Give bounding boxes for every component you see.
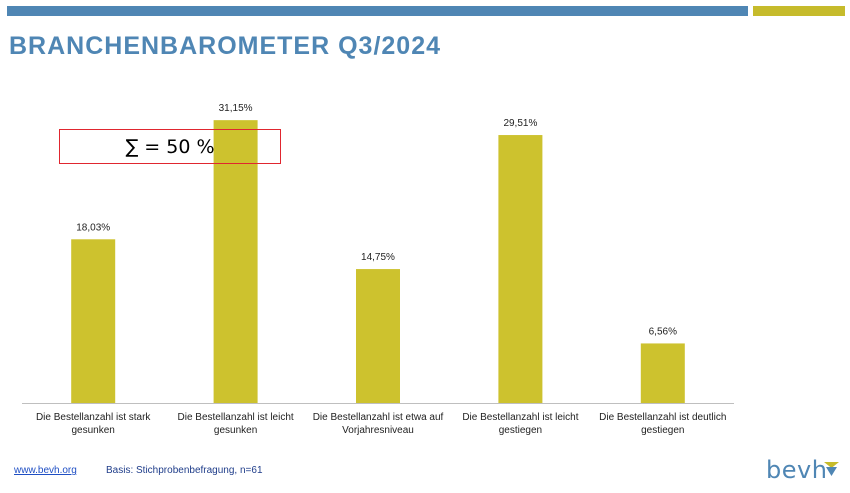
category-label: gestiegen [641,425,684,436]
top-accent-bar-blue [7,6,748,16]
bar [498,135,543,403]
bevh-logo: bevh [766,456,846,488]
footer-basis-note: Basis: Stichprobenbefragung, n=61 [106,465,263,476]
category-label: Die Bestellanzahl ist stark [36,412,151,423]
data-label: 29,51% [503,118,537,129]
website-link[interactable]: www.bevh.org [14,465,77,476]
logo-text: bevh [766,456,828,484]
category-label: Vorjahresniveau [342,425,414,436]
data-label: 14,75% [361,252,395,263]
category-label: Die Bestellanzahl ist leicht [178,412,294,423]
bar [640,343,685,403]
bar [356,269,400,403]
category-label: Die Bestellanzahl ist etwa auf [313,412,444,423]
top-accent-bar-olive [753,6,845,16]
category-label: Die Bestellanzahl ist deutlich [599,412,726,423]
sum-annotation-box: ∑ = 50 % [59,129,281,164]
category-label: gesunken [214,425,257,436]
data-label: 18,03% [76,222,110,233]
category-label: gesunken [72,425,115,436]
data-label: 6,56% [649,326,677,337]
bevh-chevron-logo-icon [824,462,839,476]
sum-annotation-text: ∑ = 50 % [125,135,215,158]
bar [213,120,258,404]
page-title: BRANCHENBAROMETER Q3/2024 [9,32,442,60]
category-label: gestiegen [499,425,542,436]
category-label: Die Bestellanzahl ist leicht [462,412,578,423]
data-label: 31,15% [219,103,253,114]
bar [71,239,116,403]
